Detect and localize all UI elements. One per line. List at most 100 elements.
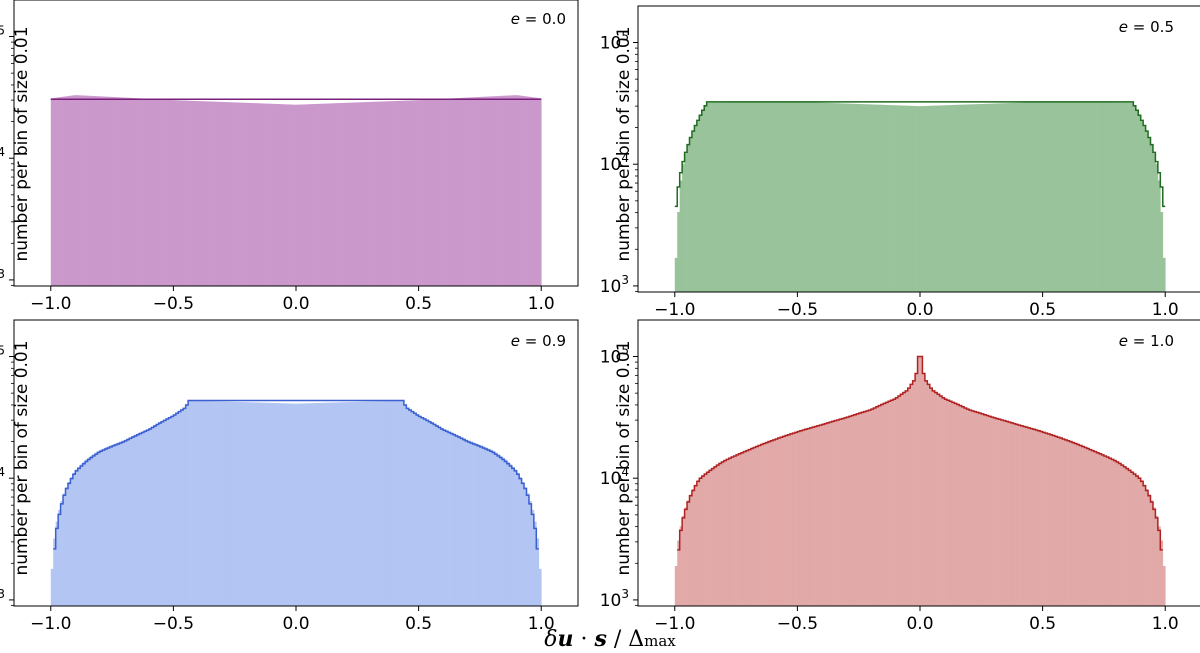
histogram-bar	[376, 101, 380, 287]
histogram-bar	[1106, 102, 1110, 292]
histogram-bar	[767, 441, 771, 606]
histogram-bar	[448, 431, 451, 606]
histogram-bar	[1064, 439, 1068, 606]
histogram-bar	[345, 402, 348, 606]
histogram-bar	[1140, 121, 1144, 292]
histogram-bar	[973, 411, 977, 606]
histogram-bar	[516, 472, 520, 606]
histogram-bar	[475, 443, 478, 606]
histogram-bar	[1069, 441, 1073, 606]
x-tick-label: 0.0	[282, 294, 309, 314]
histogram-bar	[711, 102, 715, 293]
histogram-bar	[465, 439, 468, 606]
histogram-bar	[249, 103, 253, 286]
histogram-bar	[1108, 457, 1112, 606]
histogram-bar	[856, 103, 860, 292]
histogram-bar	[912, 380, 916, 606]
histogram-bar	[1140, 480, 1144, 606]
histogram-bar	[227, 401, 231, 606]
histogram-bar	[851, 103, 855, 292]
histogram-bar	[677, 211, 681, 292]
histogram-bar	[846, 417, 850, 606]
histogram-bar	[718, 102, 722, 292]
histogram-bar	[937, 394, 940, 606]
histogram-bar	[239, 402, 243, 606]
histogram-bar	[121, 440, 125, 606]
panel-e-0-5: e = 0.5 number per bin of size 0.01 −1.0…	[600, 5, 1200, 320]
histogram-bar	[934, 392, 938, 606]
histogram-bar	[736, 454, 739, 606]
histogram-bar	[315, 103, 319, 287]
histogram-bar	[332, 402, 336, 606]
histogram-bar	[322, 103, 326, 287]
histogram-bar	[969, 410, 972, 606]
histogram-bar	[330, 103, 334, 287]
histogram-bar	[308, 403, 312, 606]
histogram-bar	[264, 103, 267, 286]
histogram-bar	[701, 475, 705, 606]
histogram-bar	[949, 401, 953, 606]
histogram-bar	[237, 401, 240, 606]
histogram-bar	[232, 102, 236, 286]
histogram-bar	[58, 509, 61, 606]
histogram-bar	[357, 102, 361, 286]
x-tick-label: 1.0	[1152, 300, 1179, 320]
histogram-bar	[325, 103, 329, 286]
histogram-bar	[897, 395, 901, 606]
histogram-bar	[293, 104, 297, 286]
histogram-bar	[763, 102, 766, 293]
histogram-bar	[276, 104, 280, 286]
histogram-bar	[391, 400, 395, 606]
panel-annotation: e = 0.9	[511, 332, 566, 350]
histogram-bar	[139, 432, 142, 606]
histogram-bar	[501, 457, 505, 606]
histogram-bar	[129, 437, 133, 606]
histogram-bar	[212, 401, 216, 606]
histogram-bar	[878, 405, 882, 606]
histogram-bar	[915, 373, 918, 606]
histogram-bar	[261, 103, 265, 287]
histogram-bar	[682, 163, 685, 292]
histogram-bar	[445, 98, 449, 287]
histogram-bar	[763, 443, 766, 606]
histogram-bar	[1062, 438, 1066, 606]
histogram-bar	[797, 101, 801, 293]
histogram-bar	[141, 431, 145, 606]
histogram-bar	[87, 457, 91, 606]
histogram-bar	[829, 422, 833, 606]
histogram-bar	[484, 96, 488, 286]
histogram-bar	[298, 104, 302, 286]
histogram-bar	[526, 493, 530, 606]
histogram-bar	[1074, 443, 1078, 606]
histogram-bar	[1103, 102, 1107, 292]
histogram-bar	[986, 103, 990, 292]
histogram-bar	[320, 402, 324, 606]
histogram-bar	[234, 102, 238, 286]
histogram-bar	[438, 426, 442, 606]
histogram-bar	[942, 397, 945, 606]
histogram-bar	[951, 104, 955, 292]
histogram-bar	[104, 447, 108, 606]
shared-x-axis-label: δu · s / Δmax	[544, 626, 676, 652]
histogram-bar	[740, 452, 744, 606]
histogram-bar	[224, 401, 228, 606]
histogram-bar	[514, 469, 518, 606]
histogram-bar	[1067, 102, 1070, 293]
histogram-bar	[1027, 427, 1031, 606]
histogram-bar	[866, 104, 869, 292]
histogram-bar	[1067, 440, 1070, 606]
histogram-bar	[254, 402, 258, 606]
histogram-bar	[369, 101, 373, 286]
histogram-bar	[961, 406, 965, 606]
histogram-bar	[1118, 462, 1122, 606]
histogram-bar	[497, 454, 500, 606]
histogram-bar	[868, 104, 872, 293]
histogram-bar	[1040, 431, 1043, 606]
histogram-bar	[706, 471, 710, 606]
histogram-bar	[82, 461, 86, 606]
histogram-bar	[381, 401, 385, 606]
histogram-bar	[1157, 180, 1161, 292]
histogram-bar	[381, 101, 385, 286]
histogram-bar	[1047, 101, 1051, 292]
